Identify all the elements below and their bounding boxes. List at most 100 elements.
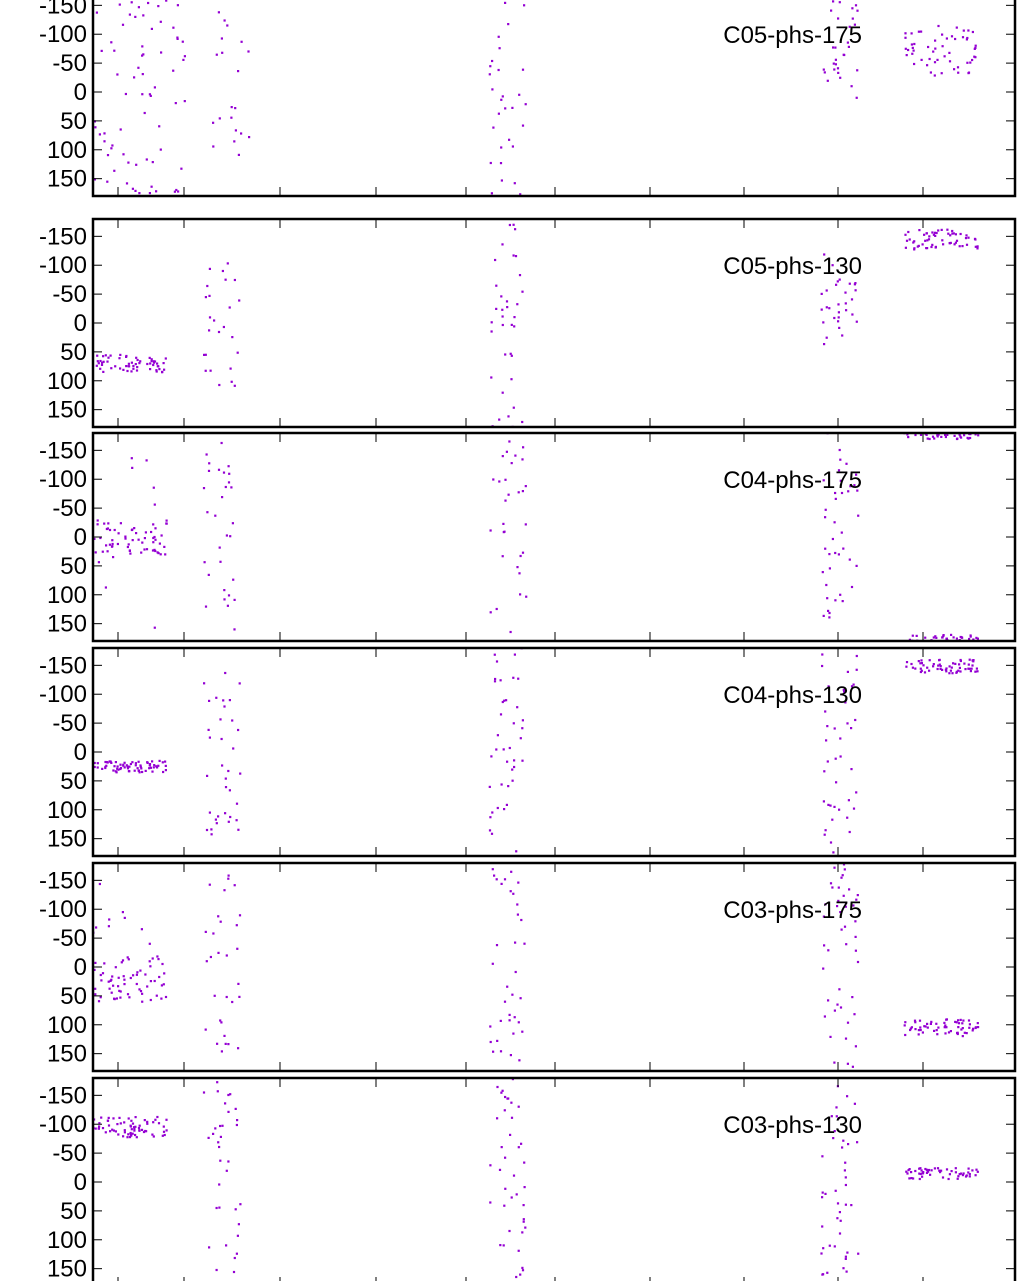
data-point: [974, 245, 977, 248]
data-point: [99, 973, 102, 977]
data-point: [214, 1127, 217, 1130]
data-point: [155, 765, 158, 768]
data-point: [221, 1124, 224, 1127]
y-tick-label: -100: [39, 896, 87, 923]
data-point: [208, 736, 211, 739]
data-point: [961, 36, 965, 39]
data-point: [824, 516, 827, 519]
data-point: [237, 1223, 240, 1226]
data-point: [836, 67, 840, 70]
data-point: [102, 370, 105, 373]
data-point: [937, 664, 940, 667]
data-point: [93, 120, 96, 123]
data-point: [945, 1018, 948, 1021]
data-point: [846, 1021, 850, 1024]
data-point: [918, 1167, 921, 1170]
data-point: [180, 167, 183, 170]
data-point: [227, 1093, 230, 1097]
data-point: [137, 769, 140, 772]
data-points: [93, 0, 977, 196]
data-point: [146, 1122, 149, 1125]
data-point: [824, 903, 827, 906]
data-point: [158, 975, 161, 979]
data-point: [948, 60, 952, 63]
data-point: [933, 1167, 936, 1170]
data-point: [219, 920, 222, 923]
data-point: [826, 79, 829, 82]
data-point: [230, 116, 233, 119]
data-point: [826, 1271, 829, 1274]
data-point: [238, 682, 241, 685]
data-point: [519, 193, 522, 196]
data-point: [920, 58, 923, 61]
data-point: [904, 36, 907, 39]
data-point: [161, 962, 164, 966]
data-point: [511, 768, 514, 771]
data-point: [962, 1019, 965, 1022]
data-point: [112, 984, 115, 987]
data-point: [142, 1130, 146, 1134]
data-point: [912, 49, 915, 52]
data-point: [834, 497, 837, 500]
data-point: [488, 829, 492, 832]
data-point: [497, 68, 500, 72]
data-point: [234, 1107, 237, 1110]
data-point: [163, 1133, 166, 1137]
data-point: [922, 1171, 925, 1174]
data-point: [232, 747, 235, 750]
data-point: [525, 595, 528, 598]
data-point: [163, 972, 166, 975]
data-point: [846, 1062, 849, 1065]
data-point: [823, 770, 826, 773]
data-point: [940, 1169, 943, 1172]
data-point: [157, 958, 160, 961]
data-point: [914, 1021, 917, 1024]
data-point: [510, 354, 513, 357]
data-point: [856, 1141, 859, 1144]
data-point: [102, 355, 105, 358]
data-point: [836, 1003, 839, 1006]
data-point: [505, 300, 509, 303]
data-point: [126, 369, 129, 373]
data-point: [491, 88, 494, 91]
data-point: [919, 662, 922, 665]
data-point: [969, 61, 972, 64]
data-point: [204, 930, 207, 933]
data-point: [118, 989, 121, 992]
panel-title: C04-phs-175: [723, 467, 862, 494]
data-point: [522, 1218, 525, 1221]
data-point: [129, 976, 132, 980]
data-point: [503, 1109, 506, 1112]
data-point: [105, 544, 108, 547]
data-point: [208, 267, 211, 270]
data-point: [208, 329, 211, 332]
data-point: [502, 1244, 505, 1247]
y-tick-label: -50: [52, 281, 87, 308]
y-tick-label: 50: [60, 553, 87, 580]
data-point: [929, 1173, 932, 1176]
data-point: [517, 677, 520, 680]
data-point: [165, 1129, 168, 1132]
data-point: [923, 1025, 926, 1028]
data-point: [224, 278, 227, 281]
data-point: [971, 1029, 974, 1032]
data-point: [945, 1026, 948, 1029]
data-point: [490, 376, 493, 379]
data-point: [108, 987, 111, 990]
data-point: [517, 1105, 520, 1108]
data-point: [496, 806, 499, 810]
data-point: [138, 362, 141, 365]
data-point: [923, 233, 926, 236]
data-point: [233, 628, 236, 631]
data-point: [934, 234, 937, 237]
data-point: [821, 653, 824, 656]
data-point: [521, 290, 524, 293]
data-point: [227, 594, 231, 597]
data-point: [135, 982, 138, 986]
data-point: [839, 911, 842, 914]
data-point: [218, 117, 221, 120]
data-point: [238, 995, 241, 998]
data-point: [834, 63, 837, 66]
data-point: [153, 979, 156, 983]
data-point: [829, 804, 832, 807]
